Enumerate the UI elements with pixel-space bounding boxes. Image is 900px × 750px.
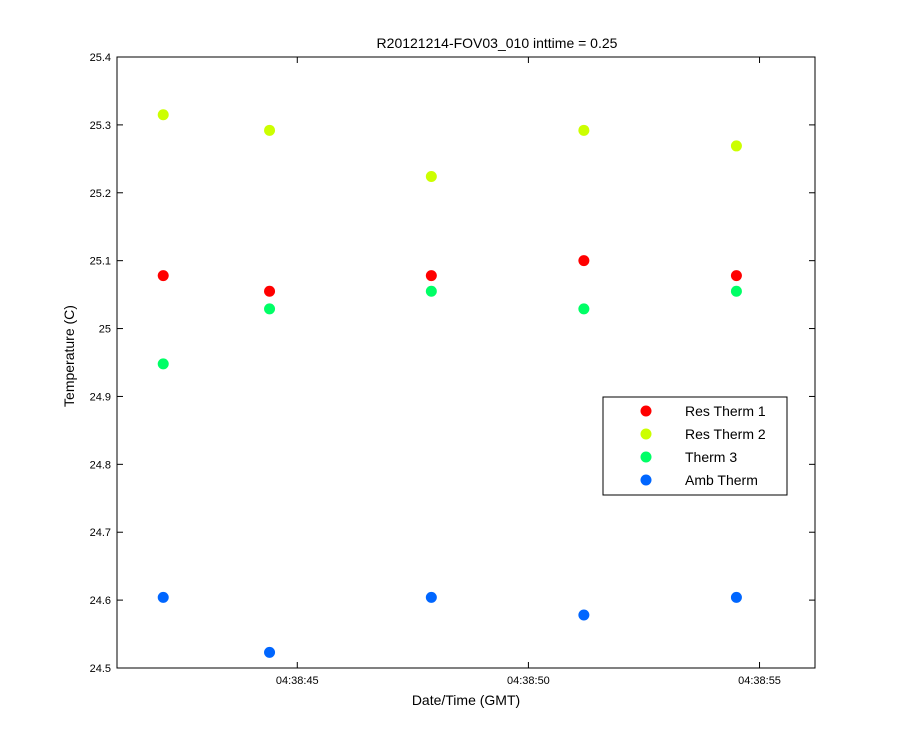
point-amb-therm [425,591,437,603]
y-tick-label: 24.5 [90,663,111,675]
point-therm-3 [730,285,742,297]
point-amb-therm [157,591,169,603]
point-amb-therm [578,609,590,621]
legend-marker-res-therm-2 [640,428,652,440]
chart-title: R20121214-FOV03_010 inttime = 0.25 [377,35,618,51]
point-res-therm-2 [157,109,169,121]
x-tick-label: 04:38:50 [507,675,550,687]
point-amb-therm [730,591,742,603]
legend: Res Therm 1 Res Therm 2 Therm 3 Amb Therm [602,396,788,496]
point-therm-3 [264,303,276,315]
point-therm-3 [425,285,437,297]
y-axis-title: Temperature (C) [61,305,77,407]
x-axis-title: Date/Time (GMT) [412,692,520,708]
y-tick-label: 24.9 [90,391,111,403]
point-res-therm-2 [730,140,742,152]
y-tick-label: 24.8 [90,459,111,471]
y-tick-label: 25.3 [90,120,111,132]
legend-label-amb-therm: Amb Therm [685,472,758,488]
point-res-therm-1 [578,255,590,267]
y-tick-label: 25.4 [90,52,111,64]
point-res-therm-1 [425,270,437,282]
legend-marker-therm-3 [640,451,652,463]
legend-label-therm-3: Therm 3 [685,449,737,465]
x-axis: 04:38:45 04:38:50 04:38:55 [276,57,781,687]
legend-box [602,396,788,496]
point-therm-3 [157,358,169,370]
y-axis: 24.5 24.6 24.7 24.8 24.9 25 25.1 25.2 25.3 25.4 [90,52,815,675]
point-therm-3 [578,303,590,315]
point-res-therm-2 [425,170,437,182]
y-tick-label: 24.6 [90,595,111,607]
point-amb-therm [264,646,276,658]
y-tick-label: 25.2 [90,188,111,200]
point-res-therm-2 [578,124,590,136]
x-tick-label: 04:38:55 [738,675,781,687]
plot-area [116,56,816,669]
legend-marker-res-therm-1 [640,405,652,417]
y-tick-label: 25.1 [90,256,111,268]
point-res-therm-1 [264,285,276,297]
point-res-therm-1 [730,270,742,282]
legend-marker-amb-therm [640,474,652,486]
legend-label-res-therm-1: Res Therm 1 [685,403,766,419]
x-tick-label: 04:38:45 [276,675,319,687]
point-res-therm-2 [264,124,276,136]
legend-label-res-therm-2: Res Therm 2 [685,426,766,442]
y-tick-label: 24.7 [90,527,111,539]
point-res-therm-1 [157,270,169,282]
y-tick-label: 25 [99,324,111,336]
data-points [157,109,742,658]
